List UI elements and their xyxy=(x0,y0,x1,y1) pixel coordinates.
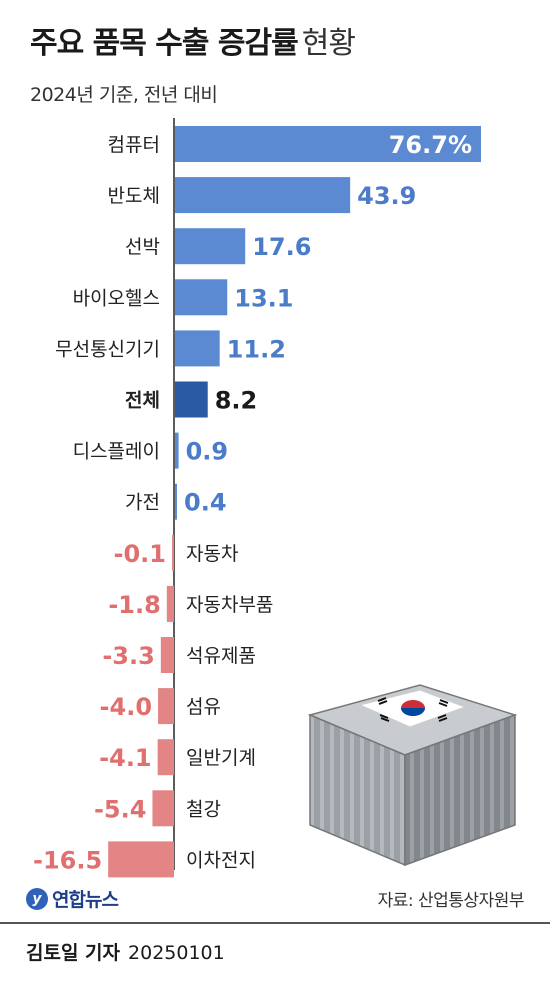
value-label: 43.9 xyxy=(357,182,416,210)
category-label: 선박 xyxy=(125,236,160,258)
value-label: 17.6 xyxy=(252,233,311,261)
bar xyxy=(175,381,208,418)
value-label: -16.5 xyxy=(33,846,102,874)
value-label: -3.3 xyxy=(102,642,154,670)
value-label: -1.8 xyxy=(108,591,160,619)
chart-subtitle: 2024년 기준, 전년 대비 xyxy=(30,84,218,106)
bar xyxy=(166,585,174,622)
byline: 김토일 기자 20250101 xyxy=(26,938,225,965)
bar xyxy=(157,739,174,776)
value-label: 0.9 xyxy=(186,438,229,466)
value-label: 11.2 xyxy=(227,335,286,363)
yonhap-logo-icon: y xyxy=(26,887,48,910)
bar xyxy=(175,330,220,367)
bar-chart: 컴퓨터 76.7% 반도체 43.9 선박 17.6 바이오헬스 13.1 무선통신기기 11.2… xyxy=(33,118,481,878)
category-label: 석유제품 xyxy=(186,645,256,667)
bar xyxy=(108,841,174,878)
category-label: 섬유 xyxy=(186,696,221,718)
category-label: 가전 xyxy=(125,492,160,514)
bar xyxy=(175,228,246,265)
category-label: 이차전지 xyxy=(186,849,256,871)
value-label: -5.4 xyxy=(94,795,146,823)
logo-text: 연합뉴스 xyxy=(52,889,119,911)
value-label: -4.0 xyxy=(100,693,152,721)
bar xyxy=(172,534,174,571)
category-label: 디스플레이 xyxy=(73,441,160,463)
value-label: 8.2 xyxy=(215,387,258,415)
bar xyxy=(175,279,228,316)
source-note: 자료: 산업통상자원부 xyxy=(377,891,525,911)
value-label: -0.1 xyxy=(114,540,166,568)
bar xyxy=(160,637,174,673)
yonhap-logo: y 연합뉴스 xyxy=(26,885,119,912)
value-label: -4.1 xyxy=(99,744,151,772)
bar xyxy=(175,126,481,162)
value-label: 13.1 xyxy=(234,284,293,312)
category-label: 컴퓨터 xyxy=(108,134,160,156)
category-label: 반도체 xyxy=(108,185,160,207)
publish-date: 20250101 xyxy=(128,942,225,964)
category-label: 일반기계 xyxy=(186,747,256,769)
value-label: 76.7% xyxy=(389,131,472,159)
shipping-container-illustration xyxy=(307,684,518,867)
bar xyxy=(152,790,174,827)
chart-title: 주요 품목 수출 증감률 현황 xyxy=(30,18,356,62)
title-bold: 주요 품목 수출 증감률 xyxy=(30,26,299,61)
category-label: 무선통신기기 xyxy=(55,338,160,360)
value-label: 0.4 xyxy=(184,489,227,517)
bar xyxy=(175,177,351,214)
category-label: 자동차 xyxy=(186,543,238,565)
bar xyxy=(175,483,177,520)
title-light: 현황 xyxy=(301,26,356,61)
bar xyxy=(158,688,174,725)
category-label: 전체 xyxy=(125,390,160,412)
category-label: 철강 xyxy=(186,798,221,820)
bar xyxy=(175,432,179,469)
category-label: 바이오헬스 xyxy=(73,287,160,309)
footer-divider xyxy=(0,922,550,924)
reporter-name: 김토일 기자 xyxy=(26,942,121,964)
category-label: 자동차부품 xyxy=(186,594,273,616)
